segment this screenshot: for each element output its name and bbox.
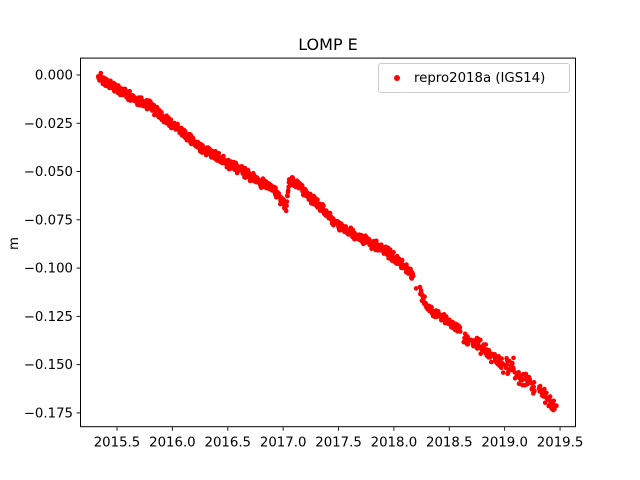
data-point: [410, 273, 416, 279]
data-point: [483, 342, 489, 347]
x-tick-label: 2017.0: [260, 436, 307, 451]
data-point: [285, 188, 291, 193]
data-point: [458, 329, 463, 334]
data-point: [478, 337, 483, 343]
data-point: [168, 117, 174, 122]
data-point: [554, 403, 559, 409]
data-point: [478, 351, 484, 357]
data-point: [404, 262, 409, 267]
x-tick-label: 2018.5: [426, 436, 473, 451]
x-tick-label: 2019.5: [537, 436, 584, 451]
x-tick-label: 2019.0: [481, 436, 528, 451]
data-point: [542, 386, 547, 392]
axes-frame: [80, 57, 576, 428]
data-point: [500, 370, 506, 375]
data-point: [190, 135, 196, 141]
data-point: [399, 257, 405, 263]
legend-label: repro2018a (IGS14): [414, 70, 546, 86]
y-tick-label: −0.150: [24, 358, 73, 373]
data-point: [504, 362, 510, 367]
data-point: [499, 365, 504, 371]
x-tick-label: 2015.5: [94, 436, 141, 451]
data-point: [139, 95, 144, 100]
data-point: [532, 388, 537, 394]
data-point: [551, 398, 556, 404]
x-tick-label: 2016.0: [149, 436, 196, 451]
data-point: [283, 208, 289, 214]
data-point: [429, 304, 434, 310]
data-point: [127, 88, 132, 94]
data-point: [511, 355, 516, 361]
y-tick-label: −0.100: [24, 262, 73, 277]
data-point: [547, 394, 553, 399]
y-axis-label: m: [6, 237, 22, 250]
x-tick-label: 2017.5: [315, 436, 362, 451]
chart-title: LOMP E: [298, 35, 358, 54]
data-point: [510, 360, 515, 366]
data-point: [488, 359, 494, 365]
data-point: [387, 247, 393, 252]
x-tick-label: 2016.5: [204, 436, 251, 451]
data-point: [315, 197, 320, 202]
y-tick-label: −0.025: [24, 117, 73, 132]
data-point: [413, 286, 419, 291]
data-point: [457, 325, 463, 330]
data-point: [284, 199, 290, 204]
data-point: [321, 203, 326, 208]
data-point: [537, 383, 543, 389]
data-point: [544, 390, 549, 396]
scatter-series: [95, 70, 559, 413]
data-point: [327, 210, 333, 216]
data-point: [299, 183, 305, 188]
data-point: [531, 384, 536, 390]
y-tick-label: −0.075: [24, 213, 73, 228]
y-tick-label: −0.050: [24, 165, 73, 180]
data-point: [422, 294, 427, 299]
data-point: [284, 203, 289, 209]
data-point: [391, 250, 396, 255]
data-point: [182, 129, 188, 134]
data-point: [465, 342, 471, 347]
data-point: [531, 380, 537, 385]
y-tick-label: −0.175: [24, 407, 73, 422]
y-tick-label: 0.000: [35, 69, 73, 84]
legend: repro2018a (IGS14): [378, 63, 570, 93]
data-point: [216, 151, 222, 156]
data-point: [552, 406, 557, 412]
legend-marker-dot-icon: [394, 75, 400, 81]
data-point: [285, 193, 290, 199]
data-point: [98, 70, 104, 76]
data-point: [499, 356, 505, 361]
data-point: [221, 153, 226, 159]
x-tick-label: 2018.0: [371, 436, 418, 451]
y-tick-label: −0.125: [24, 310, 73, 325]
